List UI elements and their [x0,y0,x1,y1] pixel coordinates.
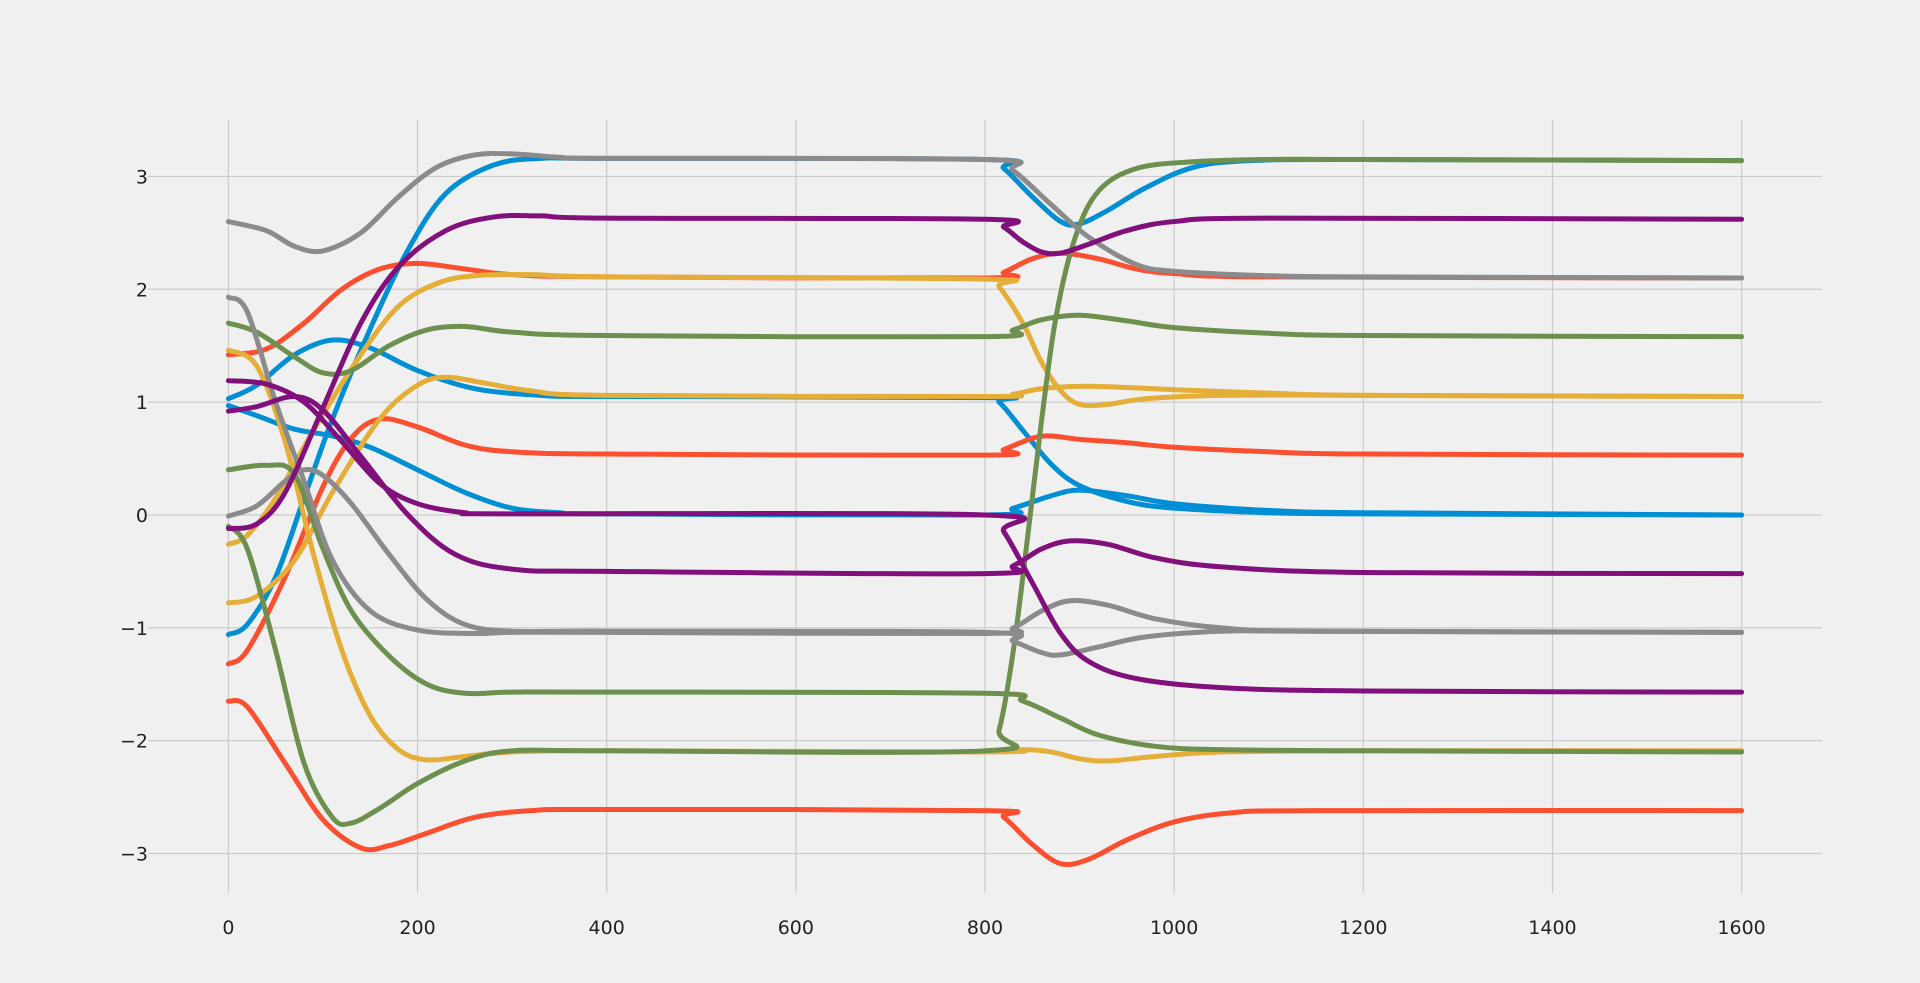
series-line-16 [225,393,1745,577]
y-tick-label-1: 2 [136,279,148,301]
series-line-4 [225,416,1745,667]
y-tick-label-3: 0 [136,505,148,527]
series-line-10 [225,462,1745,755]
series-line-9 [225,312,1745,377]
x-tick-label-5: 1000 [1150,917,1198,939]
series-line-15 [225,378,1745,695]
x-tick-label-0: 0 [222,917,234,939]
y-tick-label-6: −3 [120,844,148,866]
x-tick-label-4: 800 [967,917,1003,939]
x-tick-label-8: 1600 [1717,917,1765,939]
series-line-17 [225,212,1745,532]
series-line-12 [225,150,1745,281]
x-tick-label-3: 600 [778,917,814,939]
y-tick-label-4: −1 [120,618,148,640]
y-tick-label-0: 3 [136,166,148,188]
y-tick-label-2: 1 [136,392,148,414]
y-tick-label-5: −2 [120,731,148,753]
x-tick-label-6: 1200 [1339,917,1387,939]
x-tick-label-7: 1400 [1528,917,1576,939]
x-tick-label-1: 200 [399,917,435,939]
series-line-5 [225,697,1745,868]
x-tick-label-2: 400 [589,917,625,939]
x-tick-labels: 0 200 400 600 800 1000 1200 1400 1600 [222,917,1765,939]
y-tick-labels: 3 2 1 0 −1 −2 −3 [120,166,148,865]
series-layer [225,150,1745,868]
series-line-11 [225,156,1745,828]
series-line-14 [225,467,1745,658]
